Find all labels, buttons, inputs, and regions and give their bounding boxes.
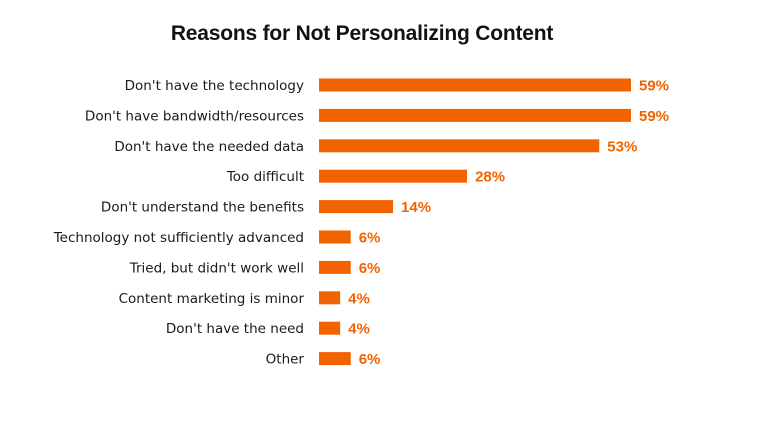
data-label: 28% xyxy=(475,169,505,186)
bar xyxy=(319,260,351,274)
category-label: Don't have bandwidth/resources xyxy=(85,108,304,124)
data-label: 4% xyxy=(348,321,370,338)
category-label: Technology not sufficiently advanced xyxy=(53,230,304,246)
data-label: 6% xyxy=(359,351,381,368)
data-label: 14% xyxy=(401,199,431,216)
bar xyxy=(319,230,351,244)
chart-title: Reasons for Not Personalizing Content xyxy=(170,22,554,45)
data-label: 59% xyxy=(639,78,669,95)
data-label: 59% xyxy=(639,108,669,125)
category-label: Don't have the need xyxy=(166,321,304,337)
data-label: 6% xyxy=(359,260,381,277)
data-label: 4% xyxy=(348,290,370,307)
bar xyxy=(319,139,600,153)
bar xyxy=(319,200,394,214)
bar xyxy=(319,78,631,92)
category-label: Too difficult xyxy=(226,169,304,185)
category-label: Tried, but didn't work well xyxy=(129,260,304,276)
bar xyxy=(319,291,341,305)
bar xyxy=(319,169,468,183)
category-label: Other xyxy=(266,352,305,368)
category-label: Content marketing is minor xyxy=(119,291,305,307)
bar xyxy=(319,352,351,366)
data-label: 6% xyxy=(359,230,381,247)
category-label: Don't have the needed data xyxy=(114,139,304,155)
category-label: Don't have the technology xyxy=(125,78,304,94)
bar xyxy=(319,108,631,122)
data-label: 53% xyxy=(607,138,637,155)
category-label: Don't understand the benefits xyxy=(101,200,304,216)
bar xyxy=(319,321,341,335)
